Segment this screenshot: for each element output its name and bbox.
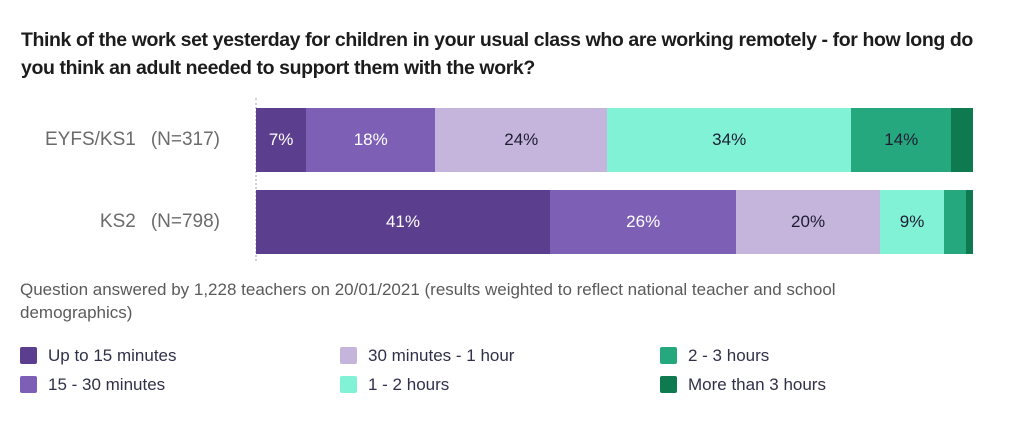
plot-area: EYFS/KS1 (N=317) 7% 18% 24% 34% 14% KS2 (N=798) 4… [0, 108, 1024, 254]
legend-label: 30 minutes - 1 hour [368, 345, 515, 365]
segment-value-label: 26% [626, 212, 661, 231]
segment-value-label: 20% [791, 212, 826, 231]
category-count: (N=317) [150, 129, 220, 150]
legend-item: Up to 15 minutes [20, 346, 340, 366]
category-count: (N=798) [150, 211, 220, 232]
category-label: EYFS/KS1 (N=317) [0, 129, 256, 151]
category-name: KS2 [99, 211, 136, 232]
legend-swatch-icon [340, 376, 357, 393]
stacked-bar: 41% 26% 20% 9% [256, 190, 973, 254]
legend-item: 15 - 30 minutes [20, 375, 340, 395]
bar-segment: 24% [435, 108, 608, 172]
legend-label: 2 - 3 hours [688, 345, 770, 365]
legend-label: 15 - 30 minutes [48, 374, 166, 394]
bar-segment: 18% [306, 108, 436, 172]
bar-segment [965, 190, 973, 254]
chart-title: Think of the work set yesterday for chil… [21, 29, 973, 79]
stacked-bar: 7% 18% 24% 34% 14% [256, 108, 973, 172]
category-label: KS2 (N=798) [0, 211, 256, 233]
legend-item: 1 - 2 hours [340, 375, 660, 395]
legend-swatch-icon [340, 347, 357, 364]
bar-segment: 26% [549, 190, 737, 254]
stacked-bar-chart: EYFS/KS1 (N=317) 7% 18% 24% 34% 14% KS2 (N=798) 4… [0, 98, 1024, 261]
bar-segment [951, 108, 973, 172]
bar-segment: 20% [736, 190, 880, 254]
legend-swatch-icon [660, 347, 677, 364]
legend-item: More than 3 hours [660, 375, 980, 395]
bar-row: KS2 (N=798) 41% 26% 20% 9% [0, 190, 1024, 254]
bar-segment [944, 190, 966, 254]
segment-value-label: 14% [884, 130, 919, 149]
legend-swatch-icon [20, 347, 37, 364]
legend-label: Up to 15 minutes [48, 345, 177, 365]
bar-segment: 9% [879, 190, 945, 254]
segment-value-label: 24% [504, 130, 539, 149]
bar-segment: 34% [607, 108, 852, 172]
legend-label: More than 3 hours [688, 374, 826, 394]
legend-swatch-icon [20, 376, 37, 393]
axis-baseline [255, 98, 257, 261]
bar-row: EYFS/KS1 (N=317) 7% 18% 24% 34% 14% [0, 108, 1024, 172]
legend-swatch-icon [660, 376, 677, 393]
legend: Up to 15 minutes 15 - 30 minutes 30 minute… [20, 341, 1024, 399]
footnote: Question answered by 1,228 teachers on 2… [20, 280, 836, 322]
segment-value-label: 34% [712, 130, 747, 149]
segment-value-label: 9% [899, 212, 925, 231]
segment-value-label: 7% [268, 130, 294, 149]
segment-value-label: 18% [353, 130, 388, 149]
category-name: EYFS/KS1 [45, 129, 136, 150]
legend-item: 2 - 3 hours [660, 346, 980, 366]
legend-label: 1 - 2 hours [368, 374, 450, 394]
bar-segment: 14% [851, 108, 952, 172]
bar-segment: 41% [256, 190, 550, 254]
chart-card: Think of the work set yesterday for chil… [0, 26, 1024, 439]
segment-value-label: 41% [385, 212, 420, 231]
legend-item: 30 minutes - 1 hour [340, 346, 660, 366]
bar-segment: 7% [256, 108, 307, 172]
